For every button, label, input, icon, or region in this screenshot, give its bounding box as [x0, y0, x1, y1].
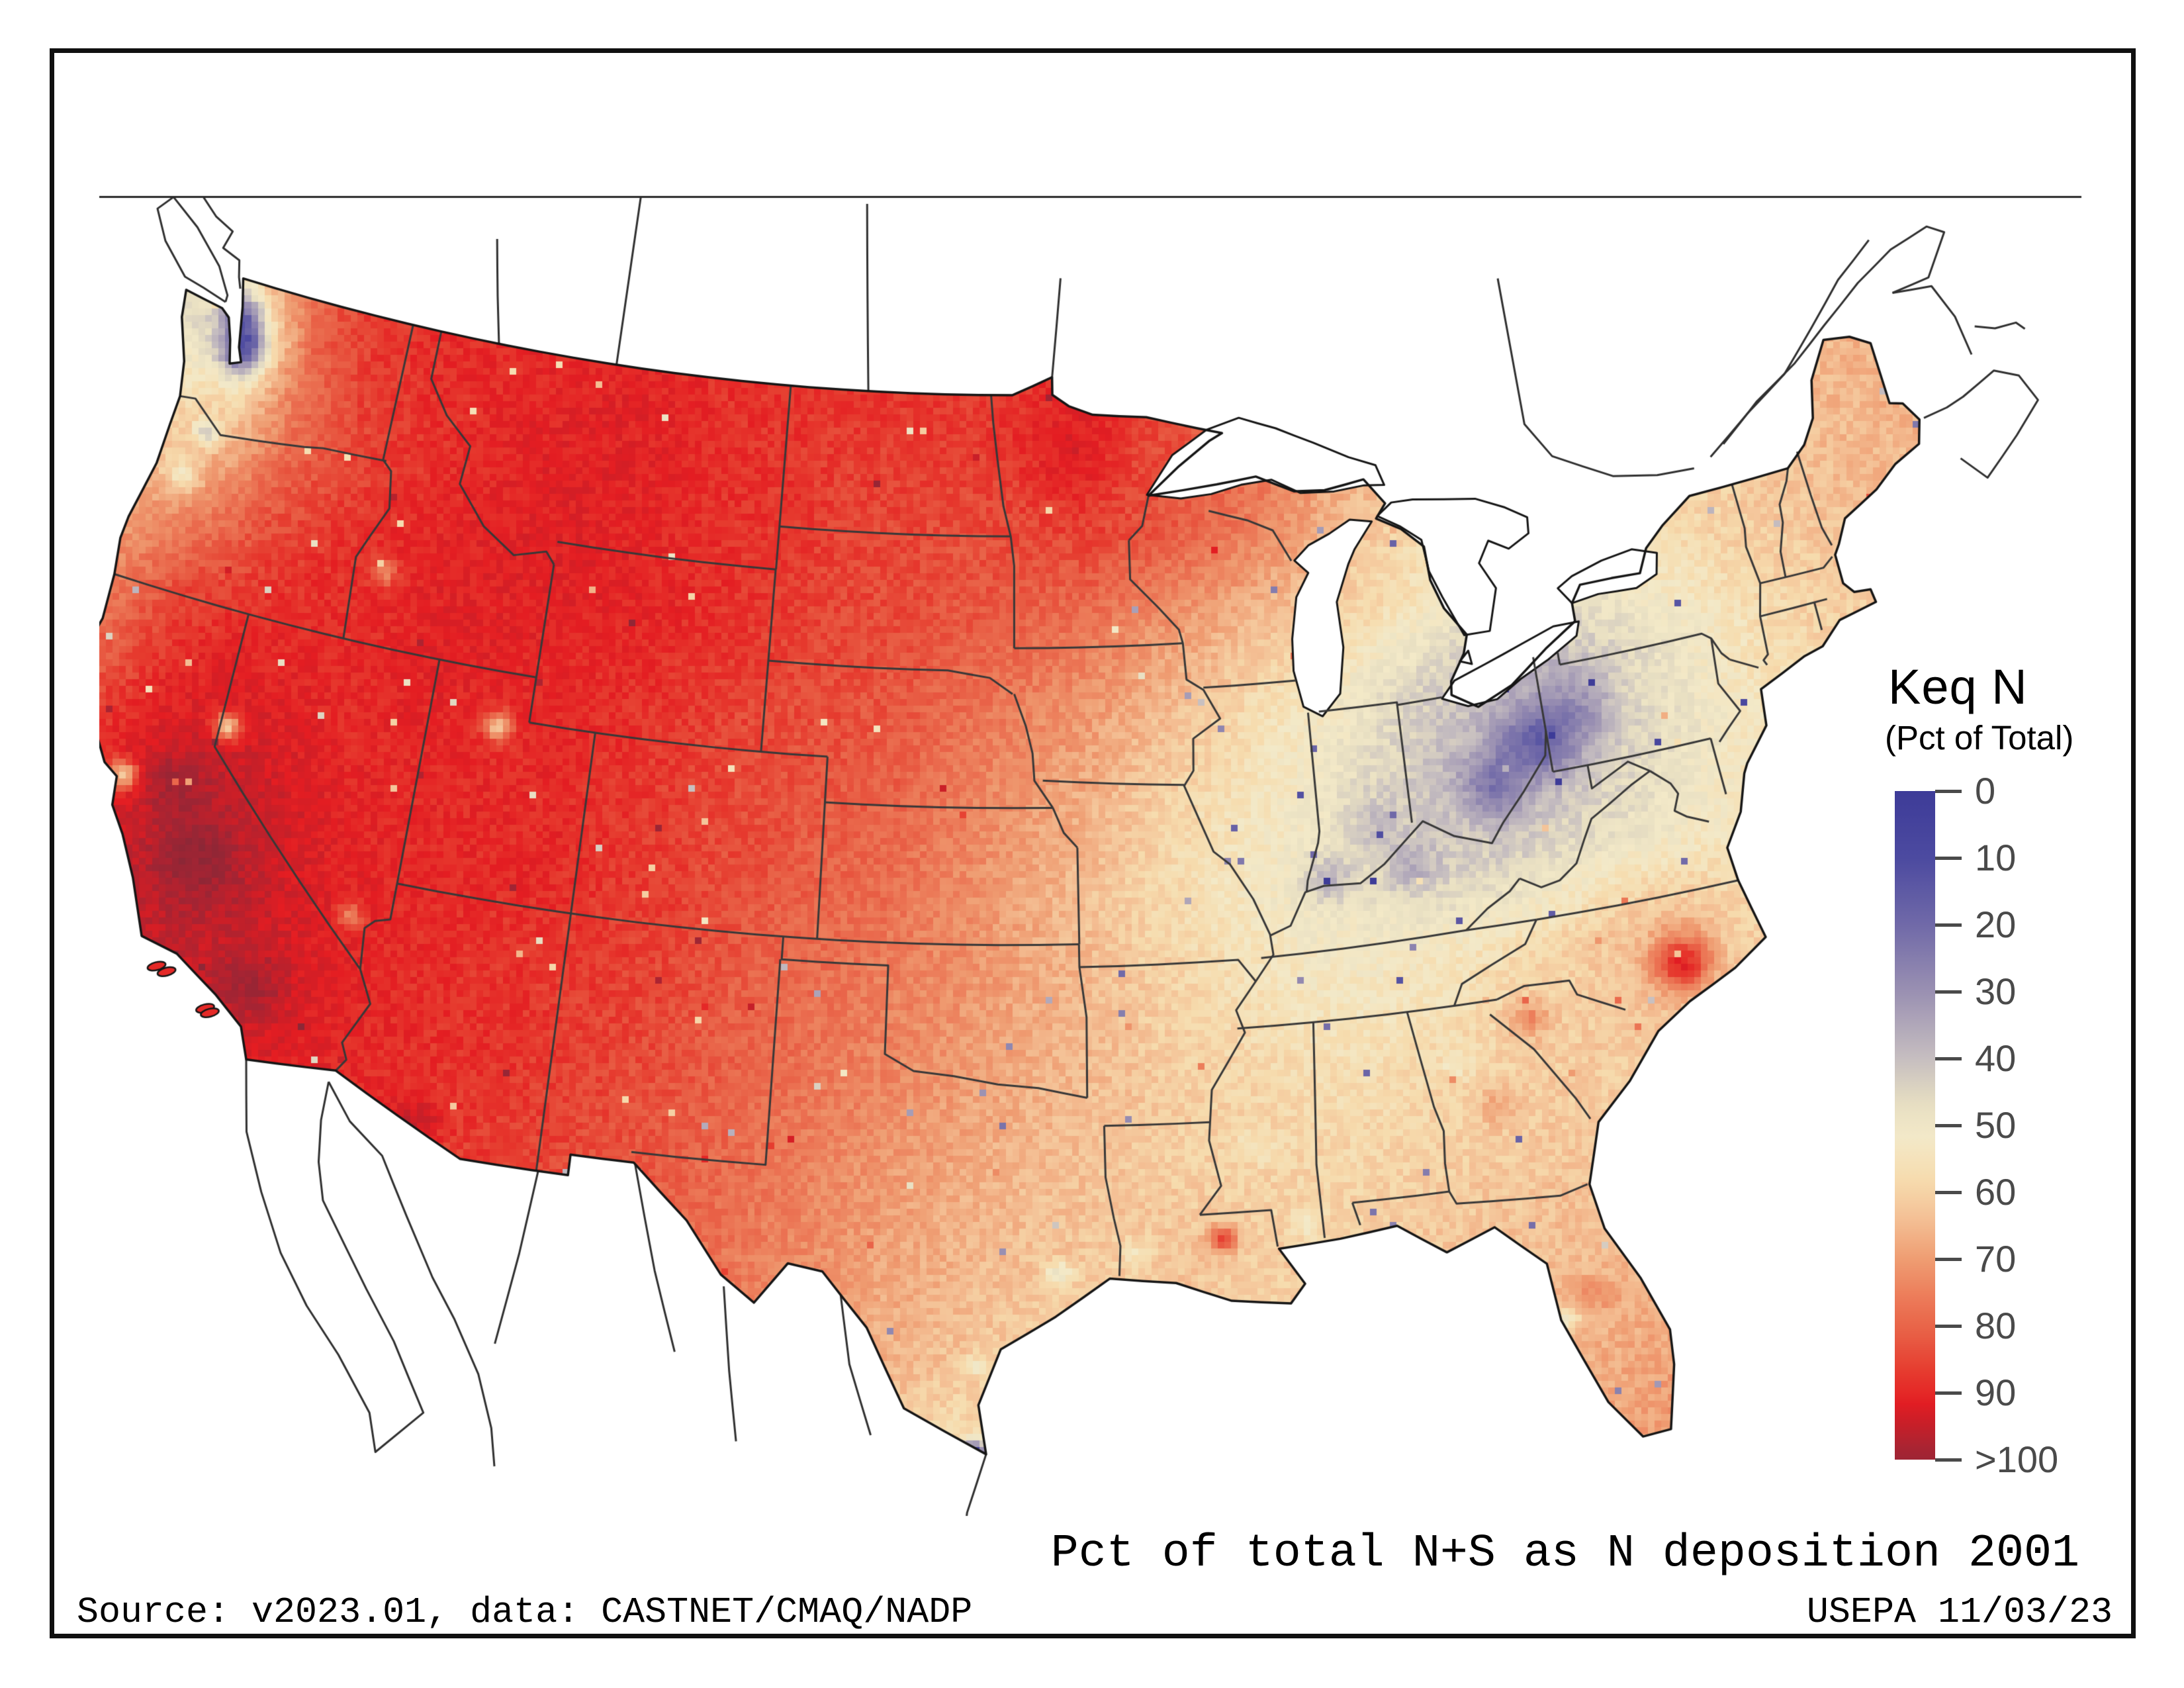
legend-tick-label: 80 [1975, 1305, 2017, 1346]
legend-tick-label: 90 [1975, 1372, 2017, 1413]
legend-tickmark [1935, 1258, 1962, 1261]
legend-tick-label: 20 [1975, 904, 2017, 945]
agency-date: USEPA 11/03/23 [1806, 1591, 2113, 1633]
legend-tickmark [1935, 857, 1962, 860]
map-title: Pct of total N+S as N deposition 2001 [1050, 1528, 2079, 1580]
legend-tickmark [1935, 1391, 1962, 1395]
legend-tick-label: 60 [1975, 1171, 2017, 1213]
legend-subtitle: (Pct of Total) [1885, 719, 2074, 757]
legend-tick-label: 50 [1975, 1104, 2017, 1146]
legend-tickmark [1935, 1057, 1962, 1060]
legend-tick-label: 10 [1975, 837, 2017, 878]
legend-tickmark [1935, 790, 1962, 793]
legend-tickmark [1935, 1458, 1962, 1462]
legend-tickmark [1935, 1191, 1962, 1194]
outer-frame [50, 48, 2136, 1638]
legend-tickmark [1935, 1325, 1962, 1328]
legend-tickmark [1935, 1124, 1962, 1127]
source-note: Source: v2023.01, data: CASTNET/CMAQ/NAD… [77, 1591, 973, 1633]
legend-tickmark [1935, 923, 1962, 927]
legend-tick-label: 0 [1975, 770, 1996, 812]
legend-colorbar [1895, 791, 1935, 1460]
legend-tick-label: >100 [1975, 1438, 2059, 1480]
legend-tick-label: 40 [1975, 1037, 2017, 1079]
legend-title: Keq N [1888, 659, 2028, 714]
legend-tick-label: 30 [1975, 970, 2017, 1012]
legend-tick-label: 70 [1975, 1238, 2017, 1280]
legend-tickmark [1935, 990, 1962, 994]
